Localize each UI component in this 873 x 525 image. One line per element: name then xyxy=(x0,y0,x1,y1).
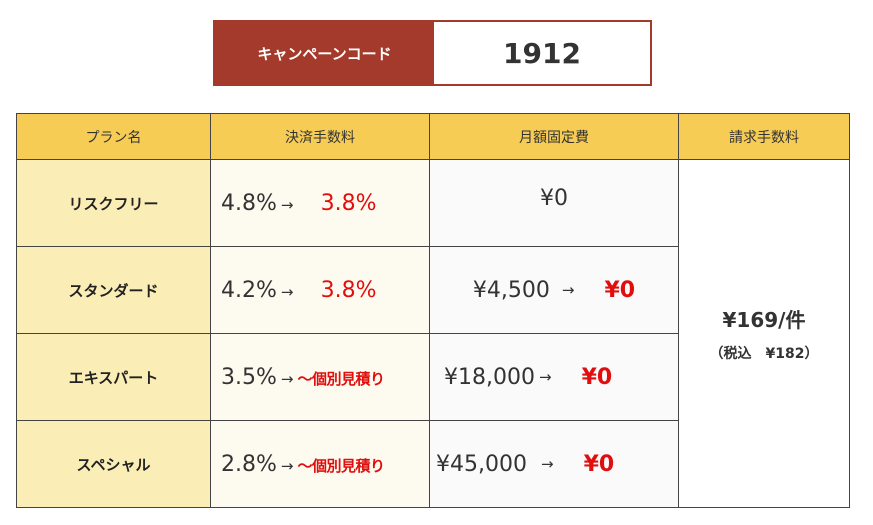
fixed-old: ¥0 xyxy=(540,185,568,211)
fixed-new: ¥0 xyxy=(581,364,613,390)
fee-new: ～個別見積り xyxy=(297,456,385,475)
arrow: → xyxy=(540,455,554,473)
plan-name: エキスパート xyxy=(16,333,211,421)
payment-fee-cell: 2.8% → ～個別見積り xyxy=(210,420,430,508)
arrow: → xyxy=(280,282,294,301)
fee-new: 3.8% xyxy=(320,190,377,216)
arrow: → xyxy=(538,368,552,386)
monthly-fee-cell: ¥45,000 → ¥0 xyxy=(429,420,679,508)
payment-fee-cell: 4.2% → 3.8% xyxy=(210,246,430,334)
billing-fee-cell: ¥169/件 （税込 ¥182） xyxy=(678,159,850,508)
plan-name: スペシャル xyxy=(16,420,211,508)
fee-old: 4.2% xyxy=(221,277,277,303)
monthly-fee-cell: ¥4,500 → ¥0 xyxy=(429,246,679,334)
monthly-fee-cell: ¥18,000 → ¥0 xyxy=(429,333,679,421)
table-row: リスクフリー 4.8% → 3.8% ¥0 ¥169/件 （税込 ¥182） xyxy=(16,159,850,508)
billing-fee-value: ¥169/件 xyxy=(722,308,806,332)
plan-name: リスクフリー xyxy=(16,159,211,247)
payment-fee-cell: 3.5% → ～個別見積り xyxy=(210,333,430,421)
table-header-row: プラン名 決済手数料 月額固定費 請求手数料 xyxy=(16,113,850,160)
arrow: → xyxy=(280,195,294,214)
campaign-code-value: 1912 xyxy=(503,36,581,70)
header-payment-fee: 決済手数料 xyxy=(210,113,430,160)
campaign-code-box: キャンペーンコード 1912 xyxy=(213,20,652,86)
fixed-new: ¥0 xyxy=(604,277,636,303)
fixed-old: ¥18,000 xyxy=(444,364,535,390)
fee-old: 2.8% xyxy=(221,451,277,477)
billing-fee-tax-included: （税込 ¥182） xyxy=(709,346,819,362)
fixed-new: ¥0 xyxy=(583,451,615,477)
campaign-code-label: キャンペーンコード xyxy=(215,22,434,84)
fee-old: 3.5% xyxy=(221,364,277,390)
header-monthly-fee: 月額固定費 xyxy=(429,113,679,160)
arrow: → xyxy=(561,281,575,299)
header-billing-fee: 請求手数料 xyxy=(678,113,850,160)
fixed-old: ¥4,500 xyxy=(472,277,550,303)
header-plan-name: プラン名 xyxy=(16,113,211,160)
fee-new: ～個別見積り xyxy=(297,369,385,388)
monthly-fee-cell: ¥0 xyxy=(429,159,679,247)
payment-fee-cell: 4.8% → 3.8% xyxy=(210,159,430,247)
arrow: → xyxy=(280,456,294,475)
fixed-old: ¥45,000 xyxy=(436,451,527,477)
pricing-table: プラン名 決済手数料 月額固定費 請求手数料 リスクフリー 4.8% → 3.8%… xyxy=(16,113,850,508)
fee-new: 3.8% xyxy=(320,277,377,303)
table-row: エキスパート 3.5% → ～個別見積り ¥18,000 → ¥0 xyxy=(16,333,850,421)
table-row: スペシャル 2.8% → ～個別見積り ¥45,000 → ¥0 xyxy=(16,420,850,508)
arrow: → xyxy=(280,369,294,388)
fee-old: 4.8% xyxy=(221,190,277,216)
plan-name: スタンダード xyxy=(16,246,211,334)
table-row: スタンダード 4.2% → 3.8% ¥4,500 → ¥0 xyxy=(16,246,850,334)
